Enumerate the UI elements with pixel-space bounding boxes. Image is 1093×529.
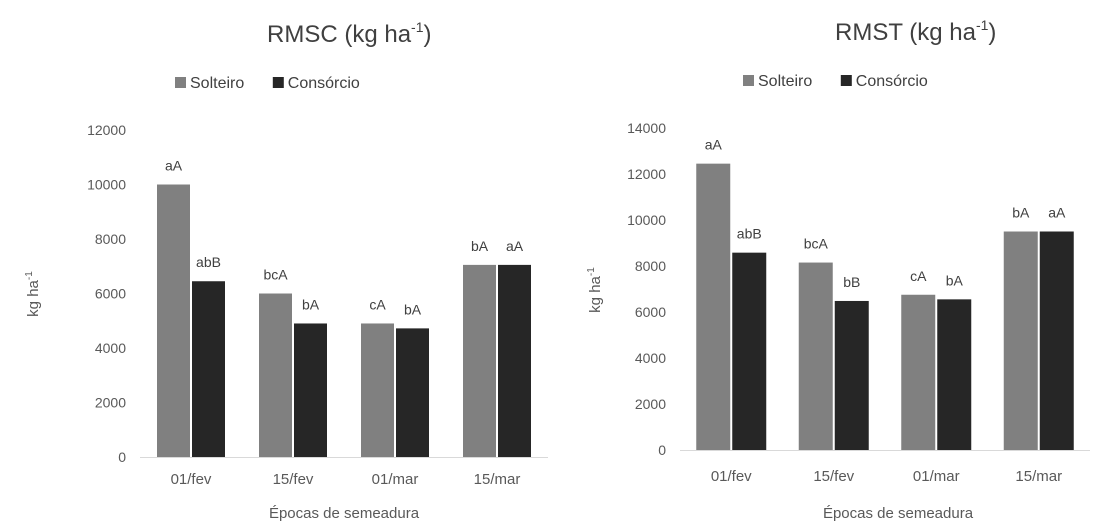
legend-swatch-1 [743, 75, 754, 86]
legend-swatch-2 [272, 77, 284, 88]
y-tick-label: 6000 [95, 286, 126, 302]
data-label: cA [369, 296, 386, 312]
data-label: abB [196, 254, 221, 270]
y-tick-label: 10000 [87, 177, 126, 193]
x-tick-label: 15/fev [813, 468, 854, 485]
bar-solteiro-1 [157, 184, 190, 457]
x-tick-label: 01/mar [372, 471, 419, 488]
bar-solteiro-2 [798, 262, 833, 450]
data-label: bA [1012, 205, 1030, 221]
y-tick-label: 4000 [95, 340, 126, 356]
x-tick-label: 15/mar [1015, 468, 1062, 485]
data-label: abB [737, 226, 762, 242]
y-tick-label: 2000 [635, 396, 666, 412]
data-label: bA [946, 272, 964, 288]
legend-label-2: Consórcio [288, 75, 360, 92]
bar-solteiro-2 [259, 293, 292, 457]
y-tick-label: 6000 [635, 304, 666, 320]
legend-label-1: Solteiro [758, 73, 812, 90]
bar-consórcio-4 [1039, 231, 1074, 450]
x-tick-label: 01/fev [711, 468, 752, 485]
y-tick-label: 0 [658, 442, 666, 458]
y-tick-label: 12000 [627, 166, 666, 182]
data-label: bA [302, 296, 320, 312]
bar-consórcio-1 [732, 252, 767, 450]
legend-label-1: Solteiro [190, 75, 244, 92]
y-tick-label: 8000 [635, 258, 666, 274]
x-axis-title: Épocas de semeadura [823, 505, 974, 522]
y-tick-label: 2000 [95, 395, 126, 411]
bar-consórcio-3 [396, 328, 429, 457]
data-label: cA [910, 268, 927, 284]
data-label: bA [404, 301, 422, 317]
bar-consórcio-2 [834, 300, 869, 450]
legend-swatch-1 [175, 77, 186, 88]
x-tick-label: 01/fev [171, 471, 212, 488]
bar-solteiro-3 [361, 323, 394, 457]
bar-consórcio-2 [294, 323, 327, 457]
x-axis-title: Épocas de semeadura [269, 505, 420, 522]
y-tick-label: 4000 [635, 350, 666, 366]
y-tick-label: 12000 [87, 122, 126, 138]
bar-consórcio-3 [937, 299, 972, 450]
data-label: aA [705, 137, 723, 153]
y-axis-title: kg ha-1 [24, 271, 42, 317]
bar-solteiro-1 [696, 163, 731, 450]
y-tick-label: 0 [118, 449, 126, 465]
data-label: aA [506, 238, 524, 254]
y-tick-label: 8000 [95, 231, 126, 247]
legend-label-2: Consórcio [856, 73, 928, 90]
data-label: aA [165, 158, 183, 174]
data-label: aA [1048, 205, 1066, 221]
bar-solteiro-4 [1003, 231, 1038, 450]
bar-solteiro-4 [463, 264, 496, 457]
y-axis-title: kg ha-1 [586, 267, 604, 313]
chart-1: RMSC (kg ha-1) Solteiro Consórcio 0 2000 4000… [24, 19, 548, 522]
y-tick-label: 10000 [627, 212, 666, 228]
bar-solteiro-3 [901, 294, 936, 450]
chart-title: RMST (kg ha-1) [835, 17, 996, 46]
x-tick-label: 15/mar [474, 471, 521, 488]
bar-consórcio-4 [498, 264, 531, 457]
legend-swatch-2 [840, 75, 852, 86]
y-tick-label: 14000 [627, 120, 666, 136]
x-tick-label: 15/fev [273, 471, 314, 488]
chart-2: RMST (kg ha-1) Solteiro Consórcio 0 2000 4000… [586, 17, 1090, 522]
bar-consórcio-1 [192, 281, 225, 457]
chart-title: RMSC (kg ha-1) [267, 19, 432, 48]
data-label: bcA [804, 236, 829, 252]
data-label: bcA [263, 267, 288, 283]
data-label: bA [471, 238, 489, 254]
data-label: bB [843, 274, 860, 290]
x-tick-label: 01/mar [913, 468, 960, 485]
